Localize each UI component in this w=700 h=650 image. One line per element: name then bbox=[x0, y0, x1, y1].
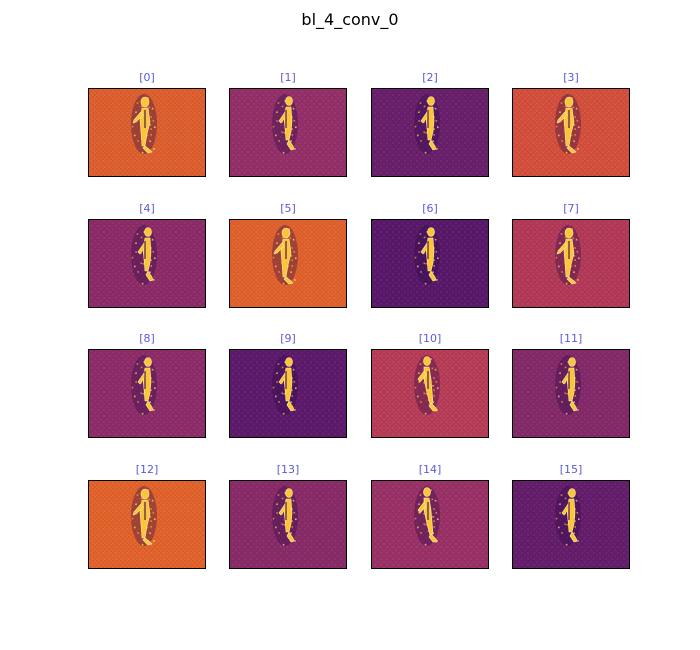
figure-silhouette bbox=[556, 227, 577, 285]
panel-frame bbox=[512, 219, 630, 308]
figure-title: bl_4_conv_0 bbox=[301, 10, 399, 29]
figure-silhouette bbox=[420, 96, 437, 151]
panel-title: [4] bbox=[139, 202, 155, 215]
panel-frame bbox=[229, 349, 347, 438]
panel-frame bbox=[88, 88, 206, 177]
panel-frame bbox=[371, 219, 489, 308]
figure-silhouette bbox=[278, 488, 295, 543]
panel-frame bbox=[512, 88, 630, 177]
panel-frame bbox=[512, 480, 630, 569]
heatmap-panel: [13] bbox=[229, 463, 347, 569]
panel-frame bbox=[229, 480, 347, 569]
figure-silhouette bbox=[417, 356, 438, 412]
panel-title: [5] bbox=[280, 202, 296, 215]
panel-title: [14] bbox=[419, 463, 442, 476]
figure-silhouette bbox=[278, 96, 295, 151]
heatmap-panel: [8] bbox=[88, 332, 206, 438]
panel-title: [9] bbox=[280, 332, 296, 345]
panel-title: [12] bbox=[136, 463, 159, 476]
panel-frame bbox=[88, 480, 206, 569]
panel-frame bbox=[512, 349, 630, 438]
panel-title: [11] bbox=[560, 332, 583, 345]
figure-silhouette bbox=[278, 357, 295, 412]
heatmap-panel: [6] bbox=[371, 202, 489, 308]
panel-title: [8] bbox=[139, 332, 155, 345]
panel-title: [7] bbox=[563, 202, 579, 215]
heatmap-panel: [11] bbox=[512, 332, 630, 438]
figure-silhouette bbox=[132, 96, 153, 154]
panel-frame bbox=[371, 480, 489, 569]
panel-title: [15] bbox=[560, 463, 583, 476]
heatmap-panel: [4] bbox=[88, 202, 206, 308]
heatmap-panel: [2] bbox=[371, 71, 489, 177]
panel-frame bbox=[371, 349, 489, 438]
panel-title: [10] bbox=[419, 332, 442, 345]
heatmap-panel: [15] bbox=[512, 463, 630, 569]
panel-title: [6] bbox=[422, 202, 438, 215]
heatmap-panel: [5] bbox=[229, 202, 347, 308]
figure-silhouette bbox=[132, 488, 153, 546]
panel-title: [3] bbox=[563, 71, 579, 84]
heatmap-panel: [3] bbox=[512, 71, 630, 177]
figure-silhouette bbox=[273, 227, 294, 285]
figure-silhouette bbox=[420, 227, 437, 282]
heatmap-panel: [0] bbox=[88, 71, 206, 177]
heatmap-panel: [7] bbox=[512, 202, 630, 308]
heatmap-panel: [14] bbox=[371, 463, 489, 569]
panel-title: [0] bbox=[139, 71, 155, 84]
figure-silhouette bbox=[417, 487, 438, 543]
panel-frame bbox=[88, 219, 206, 308]
panel-title: [1] bbox=[280, 71, 296, 84]
figure-silhouette bbox=[561, 488, 578, 543]
heatmap-panel: [12] bbox=[88, 463, 206, 569]
heatmap-panel: [10] bbox=[371, 332, 489, 438]
panel-frame bbox=[88, 349, 206, 438]
heatmap-panel: [9] bbox=[229, 332, 347, 438]
figure-silhouette bbox=[137, 357, 154, 412]
panel-frame bbox=[229, 219, 347, 308]
figure-silhouette bbox=[556, 96, 577, 154]
figure-silhouette bbox=[561, 357, 578, 412]
panel-frame bbox=[229, 88, 347, 177]
panel-title: [2] bbox=[422, 71, 438, 84]
panel-title: [13] bbox=[277, 463, 300, 476]
figure-silhouette bbox=[137, 227, 154, 282]
heatmap-panel: [1] bbox=[229, 71, 347, 177]
panel-frame bbox=[371, 88, 489, 177]
